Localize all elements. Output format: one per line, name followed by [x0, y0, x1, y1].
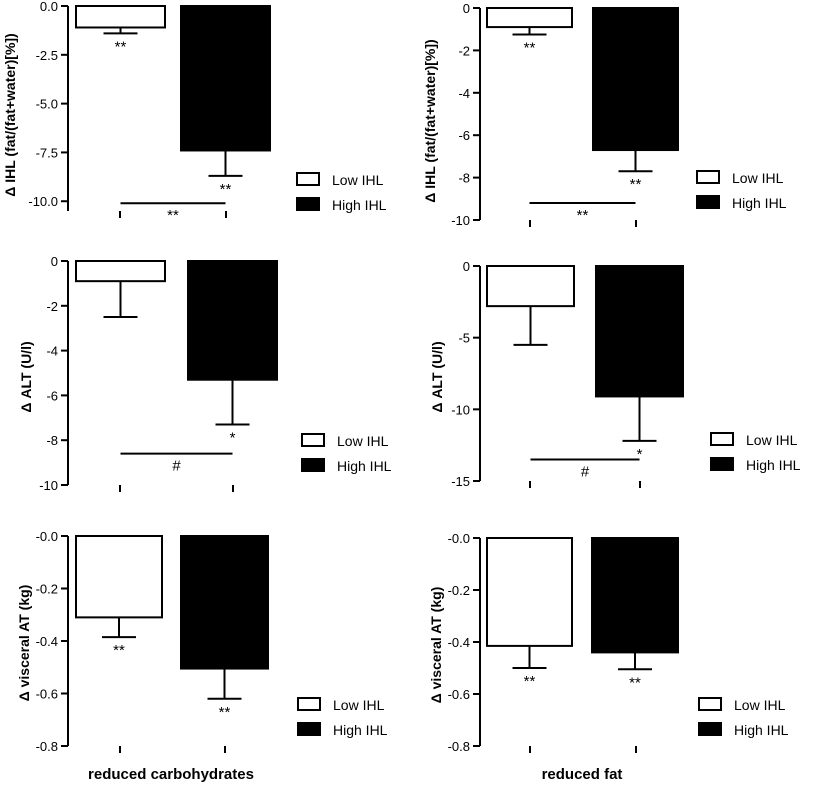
significance-label: * — [230, 430, 236, 447]
legend-label-low-ihl: Low IHL — [332, 172, 384, 188]
bar-high-ihl — [592, 7, 679, 152]
y-tick-label: -5.0 — [36, 97, 58, 112]
y-tick-label: -4 — [458, 86, 470, 101]
y-tick-label: -10.0 — [28, 194, 58, 209]
legend-swatch-high-ihl — [698, 722, 722, 736]
y-tick-label: -8 — [458, 171, 470, 186]
y-tick-label: 0.0 — [40, 0, 58, 14]
significance-label: ** — [113, 642, 125, 659]
bar-low-ihl — [486, 265, 575, 308]
y-tick-label: -15 — [451, 474, 470, 489]
legend-swatch-low-ihl — [698, 697, 722, 711]
y-tick-label: 0 — [463, 1, 470, 16]
y-tick-label: -0.8 — [448, 739, 470, 754]
y-tick-label: -0.4 — [448, 635, 470, 650]
significance-label: ** — [524, 40, 536, 57]
legend-label-high-ihl: High IHL — [333, 722, 388, 738]
significance-label: ** — [115, 38, 127, 55]
y-tick-label: 0 — [51, 254, 58, 269]
bar-high-ihl — [595, 265, 684, 398]
legend-swatch-high-ihl — [696, 195, 720, 209]
y-tick-label: -10 — [451, 402, 470, 417]
legend-label-low-ihl: Low IHL — [333, 697, 385, 713]
bar-high-ihl — [180, 5, 271, 152]
legend-label-high-ihl: High IHL — [732, 195, 787, 211]
legend-label-low-ihl: Low IHL — [732, 170, 784, 186]
legend-swatch-high-ihl — [297, 722, 321, 736]
legend-label-high-ihl: High IHL — [734, 722, 789, 738]
y-tick-label: -0.2 — [448, 583, 470, 598]
bar-low-ihl — [486, 537, 573, 647]
legend-swatch-low-ihl — [296, 172, 320, 186]
comparison-label: ** — [577, 207, 589, 224]
y-tick-label: -0.8 — [36, 739, 58, 754]
comparison-label: # — [172, 458, 181, 475]
y-tick-label: -0.2 — [36, 582, 58, 597]
legend-label-high-ihl: High IHL — [337, 458, 392, 474]
bar-high-ihl — [591, 537, 679, 654]
y-axis-label: Δ visceral AT (kg) — [16, 585, 32, 702]
significance-label: ** — [219, 704, 231, 721]
bar-low-ihl — [75, 260, 166, 283]
significance-label: ** — [630, 176, 642, 193]
legend-swatch-high-ihl — [301, 458, 325, 472]
legend-swatch-low-ihl — [297, 697, 321, 711]
y-axis-label: Δ ALT (U/l) — [18, 341, 34, 412]
y-axis-label: Δ IHL (fat/(fat+water)[%]) — [422, 39, 438, 202]
significance-label: ** — [220, 181, 232, 198]
bar-low-ihl — [75, 535, 163, 619]
bar-low-ihl — [486, 7, 573, 29]
legend-swatch-high-ihl — [296, 197, 320, 211]
comparison-label: # — [581, 464, 590, 481]
y-tick-label: -8 — [46, 433, 58, 448]
legend-label-low-ihl: Low IHL — [337, 433, 389, 449]
y-tick-label: -7.5 — [36, 145, 58, 160]
legend-swatch-low-ihl — [696, 170, 720, 184]
y-tick-label: -2.5 — [36, 48, 58, 63]
y-tick-label: -2 — [458, 43, 470, 58]
legend-label-low-ihl: Low IHL — [734, 697, 786, 713]
y-tick-label: -10 — [39, 478, 58, 493]
y-axis-label: Δ visceral AT (kg) — [428, 587, 444, 704]
bar-high-ihl — [187, 260, 278, 381]
significance-label: ** — [524, 673, 536, 690]
y-tick-label: -0.0 — [448, 531, 470, 546]
y-axis-label: Δ ALT (U/l) — [429, 341, 445, 412]
y-axis-label: Δ IHL (fat/(fat+water)[%]) — [2, 33, 18, 196]
y-tick-label: -0.0 — [36, 529, 58, 544]
y-tick-label: -6 — [458, 128, 470, 143]
bar-high-ihl — [180, 535, 269, 670]
legend-label-high-ihl: High IHL — [746, 457, 801, 473]
comparison-label: ** — [167, 207, 179, 224]
legend-swatch-low-ihl — [710, 432, 734, 446]
y-tick-label: -0.6 — [36, 687, 58, 702]
legend-label-low-ihl: Low IHL — [746, 432, 798, 448]
y-tick-label: 0 — [463, 259, 470, 274]
legend-swatch-high-ihl — [710, 457, 734, 471]
y-tick-label: -0.4 — [36, 634, 58, 649]
x-axis-label: reduced carbohydrates — [88, 766, 254, 783]
y-tick-label: -6 — [46, 388, 58, 403]
x-axis-label: reduced fat — [542, 766, 623, 783]
legend-swatch-low-ihl — [301, 433, 325, 447]
y-tick-label: -5 — [458, 331, 470, 346]
significance-label: ** — [629, 674, 641, 691]
y-tick-label: -4 — [46, 344, 58, 359]
bar-low-ihl — [75, 5, 166, 29]
y-tick-label: -0.6 — [448, 687, 470, 702]
significance-label: * — [637, 446, 643, 463]
y-tick-label: -2 — [46, 299, 58, 314]
legend-label-high-ihl: High IHL — [332, 197, 387, 213]
y-tick-label: -10 — [451, 213, 470, 228]
